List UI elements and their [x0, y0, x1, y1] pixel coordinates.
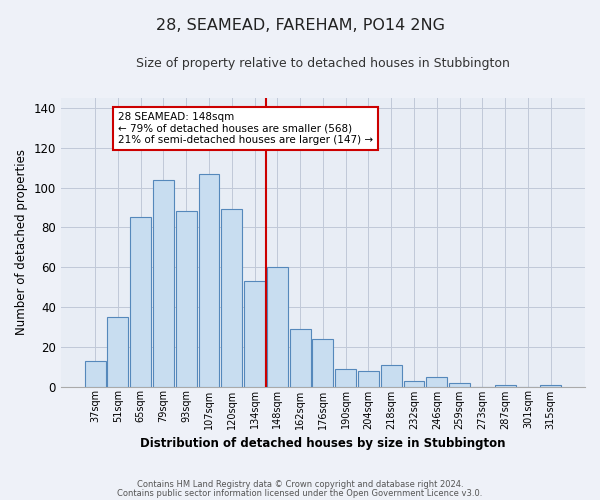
Bar [427, 376, 447, 386]
Bar [313, 339, 334, 386]
Y-axis label: Number of detached properties: Number of detached properties [15, 150, 28, 336]
Bar [107, 317, 128, 386]
Title: Size of property relative to detached houses in Stubbington: Size of property relative to detached ho… [136, 58, 510, 70]
Bar [449, 382, 470, 386]
Bar [130, 218, 151, 386]
Bar [85, 360, 106, 386]
Bar [358, 370, 379, 386]
Bar [381, 364, 402, 386]
Bar [176, 212, 197, 386]
X-axis label: Distribution of detached houses by size in Stubbington: Distribution of detached houses by size … [140, 437, 506, 450]
Text: 28, SEAMEAD, FAREHAM, PO14 2NG: 28, SEAMEAD, FAREHAM, PO14 2NG [155, 18, 445, 32]
Bar [540, 384, 561, 386]
Bar [335, 368, 356, 386]
Bar [267, 267, 288, 386]
Bar [199, 174, 220, 386]
Bar [290, 329, 311, 386]
Bar [404, 380, 424, 386]
Bar [153, 180, 174, 386]
Bar [244, 281, 265, 386]
Text: Contains HM Land Registry data © Crown copyright and database right 2024.: Contains HM Land Registry data © Crown c… [137, 480, 463, 489]
Bar [494, 384, 515, 386]
Text: 28 SEAMEAD: 148sqm
← 79% of detached houses are smaller (568)
21% of semi-detach: 28 SEAMEAD: 148sqm ← 79% of detached hou… [118, 112, 373, 145]
Bar [221, 210, 242, 386]
Text: Contains public sector information licensed under the Open Government Licence v3: Contains public sector information licen… [118, 488, 482, 498]
